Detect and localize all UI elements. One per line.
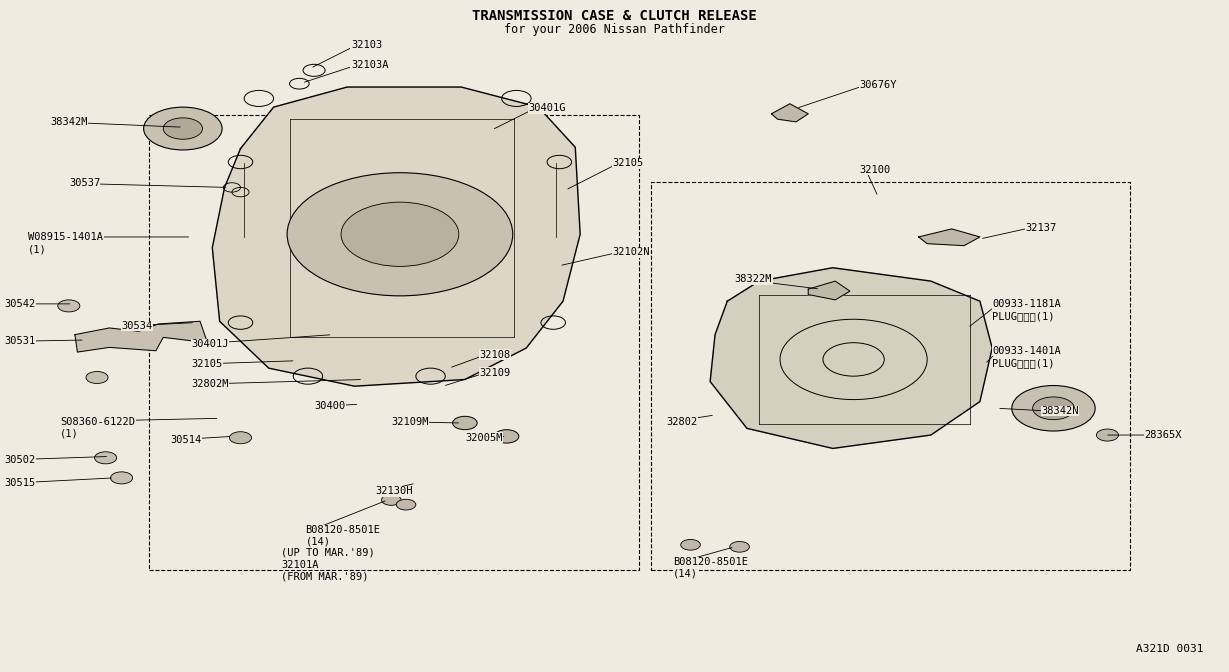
Circle shape bbox=[58, 300, 80, 312]
Text: 32101A: 32101A bbox=[281, 560, 318, 570]
Text: 38342N: 38342N bbox=[1041, 406, 1079, 416]
Text: (14): (14) bbox=[673, 569, 698, 579]
Text: 32130H: 32130H bbox=[375, 487, 413, 496]
Polygon shape bbox=[809, 281, 850, 300]
Bar bbox=[149, 115, 639, 571]
Text: W08915-1401A: W08915-1401A bbox=[28, 232, 103, 242]
Text: (1): (1) bbox=[28, 244, 47, 254]
Circle shape bbox=[452, 417, 477, 429]
Text: 32109M: 32109M bbox=[391, 417, 429, 427]
Text: S08360-6122D: S08360-6122D bbox=[60, 417, 135, 427]
Text: 32108: 32108 bbox=[479, 349, 511, 360]
Text: 30401G: 30401G bbox=[528, 103, 567, 114]
Text: TRANSMISSION CASE & CLUTCH RELEASE: TRANSMISSION CASE & CLUTCH RELEASE bbox=[472, 9, 757, 24]
Text: PLUGプラグ(1): PLUGプラグ(1) bbox=[992, 311, 1054, 321]
Text: for your 2006 Nissan Pathfinder: for your 2006 Nissan Pathfinder bbox=[504, 23, 725, 36]
Circle shape bbox=[95, 452, 117, 464]
Text: (14): (14) bbox=[306, 536, 331, 546]
Text: 30515: 30515 bbox=[4, 478, 36, 489]
Polygon shape bbox=[75, 321, 208, 352]
Text: 32105: 32105 bbox=[612, 159, 643, 169]
Polygon shape bbox=[213, 87, 580, 386]
Circle shape bbox=[111, 472, 133, 484]
Text: PLUGプラグ(1): PLUGプラグ(1) bbox=[992, 358, 1054, 368]
Circle shape bbox=[288, 173, 512, 296]
Text: 30542: 30542 bbox=[4, 299, 36, 309]
Text: B08120-8501E: B08120-8501E bbox=[673, 557, 748, 567]
Text: 32105: 32105 bbox=[192, 359, 222, 369]
Circle shape bbox=[681, 540, 701, 550]
Circle shape bbox=[730, 542, 750, 552]
Text: 28365X: 28365X bbox=[1144, 430, 1182, 440]
Circle shape bbox=[1096, 429, 1118, 441]
Text: 32802: 32802 bbox=[666, 417, 697, 427]
Text: 30534: 30534 bbox=[122, 321, 152, 331]
Text: (1): (1) bbox=[60, 428, 79, 438]
Text: 32102N: 32102N bbox=[612, 247, 650, 257]
Circle shape bbox=[1011, 386, 1095, 431]
Circle shape bbox=[86, 372, 108, 384]
Text: 30537: 30537 bbox=[69, 179, 100, 188]
Circle shape bbox=[144, 107, 222, 150]
Text: 00933-1181A: 00933-1181A bbox=[992, 299, 1061, 309]
Text: B08120-8501E: B08120-8501E bbox=[306, 525, 381, 535]
Polygon shape bbox=[710, 267, 992, 448]
Text: 30502: 30502 bbox=[4, 455, 36, 465]
Circle shape bbox=[494, 429, 519, 443]
Text: 32100: 32100 bbox=[860, 165, 891, 175]
Text: 30400: 30400 bbox=[315, 401, 345, 411]
Text: A321D 0031: A321D 0031 bbox=[1136, 644, 1203, 654]
Text: (UP TO MAR.'89): (UP TO MAR.'89) bbox=[281, 548, 375, 558]
Circle shape bbox=[381, 495, 401, 505]
Polygon shape bbox=[772, 103, 809, 122]
Bar bbox=[651, 182, 1129, 571]
Circle shape bbox=[163, 118, 203, 139]
Text: 30676Y: 30676Y bbox=[860, 80, 897, 90]
Circle shape bbox=[1032, 397, 1074, 419]
Text: 32109: 32109 bbox=[479, 368, 511, 378]
Text: 32103A: 32103A bbox=[350, 60, 388, 70]
Text: 30401J: 30401J bbox=[192, 339, 229, 349]
Circle shape bbox=[230, 431, 252, 444]
Text: 30531: 30531 bbox=[4, 337, 36, 346]
Text: 32137: 32137 bbox=[1025, 222, 1057, 233]
Text: 00933-1401A: 00933-1401A bbox=[992, 345, 1061, 355]
Text: 30514: 30514 bbox=[171, 435, 202, 445]
Text: 38342M: 38342M bbox=[50, 117, 88, 127]
Text: 32005M: 32005M bbox=[465, 433, 503, 443]
Text: 32802M: 32802M bbox=[192, 379, 229, 389]
Text: (FROM MAR.'89): (FROM MAR.'89) bbox=[281, 571, 369, 581]
Circle shape bbox=[342, 202, 458, 266]
Circle shape bbox=[396, 499, 415, 510]
Polygon shape bbox=[918, 229, 980, 246]
Text: 38322M: 38322M bbox=[735, 274, 772, 284]
Text: 32103: 32103 bbox=[350, 40, 382, 50]
